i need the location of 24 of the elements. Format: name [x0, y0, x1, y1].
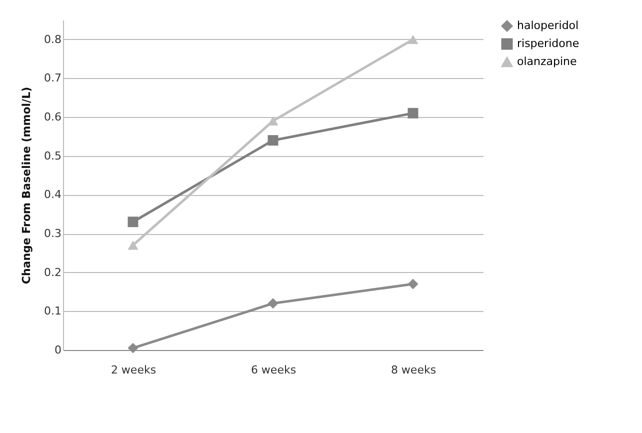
- y-tick-label: 0.6: [44, 110, 62, 124]
- x-tick-label: 6 weeks: [250, 364, 296, 376]
- y-tick-label: 0.4: [44, 188, 62, 202]
- y-tick-label: 0.3: [44, 227, 62, 240]
- x-tick-label: 2 weeks: [110, 364, 156, 376]
- y-tick-label: 0.7: [44, 72, 62, 85]
- point: [408, 278, 418, 290]
- y-tick-label: 0.8: [44, 32, 62, 46]
- point: [268, 135, 278, 146]
- x-tick-label: 8 weeks: [390, 364, 436, 376]
- y-tick-label: 0: [54, 344, 62, 356]
- y-axis-title: Change From Baseline (mmol/L): [20, 86, 34, 284]
- point: [128, 216, 138, 228]
- y-tick-label: 0.5: [44, 149, 62, 162]
- legend-label: haloperidol: [517, 19, 579, 32]
- legend-label: olanzapine: [517, 55, 578, 68]
- y-tick-label: 0.1: [44, 304, 62, 318]
- point: [408, 108, 418, 118]
- point: [408, 34, 418, 44]
- point: [268, 298, 278, 309]
- legend-label: risperidone: [517, 37, 580, 50]
- point: [128, 342, 138, 354]
- y-tick-label: 0.2: [44, 266, 62, 279]
- point: [128, 240, 138, 250]
